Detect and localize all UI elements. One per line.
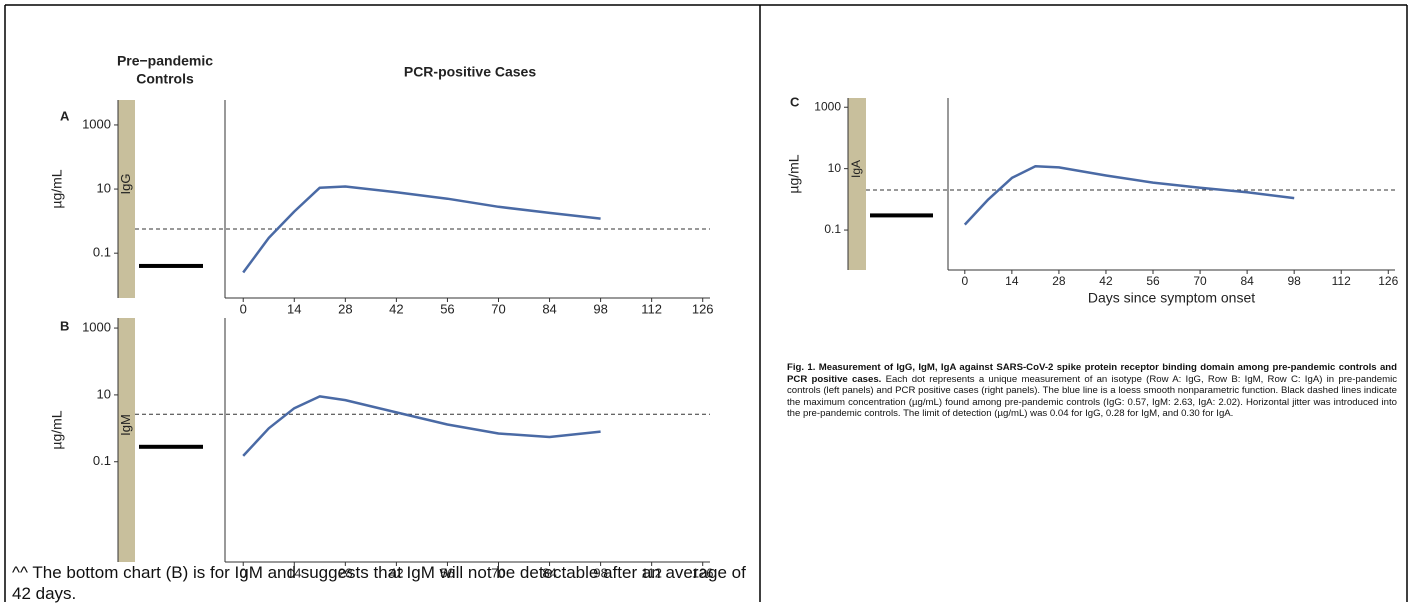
x-tick-label: 126	[1378, 274, 1398, 288]
y-tick-label: 0.1	[824, 222, 841, 236]
x-tick-label: 112	[1332, 274, 1351, 288]
x-tick-label: 98	[593, 565, 607, 580]
x-tick-label: 84	[542, 301, 556, 316]
x-tick-label: 42	[389, 565, 403, 580]
caption-text: Each dot represents a unique measurement…	[787, 373, 1398, 420]
detection-limit	[870, 213, 933, 218]
x-tick-label: 14	[287, 301, 301, 316]
x-tick-label: 0	[240, 301, 247, 316]
x-tick-label: 56	[440, 301, 454, 316]
x-tick-label: 42	[389, 301, 403, 316]
x-tick-label: 56	[440, 565, 454, 580]
x-tick-label: 14	[1005, 274, 1019, 288]
strip-label: IgA	[849, 160, 863, 178]
loess-curve	[963, 164, 1295, 226]
detection-limit	[139, 263, 203, 268]
panel-label: A	[60, 108, 70, 123]
x-tick-label: 28	[1052, 274, 1066, 288]
strip	[118, 100, 135, 298]
detection-limit	[139, 444, 203, 449]
strip-label: IgM	[118, 414, 133, 436]
y-tick-label: 1000	[814, 99, 841, 113]
x-tick-label: 0	[240, 565, 247, 580]
y-tick-label: 1000	[82, 319, 111, 334]
x-tick-label: 70	[491, 565, 505, 580]
x-tick-label: 56	[1146, 274, 1160, 288]
x-tick-label: 126	[692, 301, 714, 316]
x-tick-label: 84	[542, 565, 556, 580]
x-tick-label: 28	[338, 301, 352, 316]
y-axis-label: µg/mL	[786, 154, 802, 193]
y-tick-label: 1000	[82, 116, 111, 131]
x-axis-label: Days since symptom onset	[1088, 290, 1255, 306]
x-tick-label: 70	[491, 301, 505, 316]
x-tick-label: 14	[287, 565, 301, 580]
y-tick-label: 0.1	[93, 245, 111, 260]
x-tick-label: 0	[961, 274, 968, 288]
caption-title: Fig. 1. Measurement of IgG, IgM, IgA aga…	[787, 362, 1397, 385]
strip-label: IgG	[118, 174, 133, 195]
x-tick-label: 112	[641, 301, 662, 316]
x-tick-label: 70	[1193, 274, 1207, 288]
x-tick-label: 98	[593, 301, 607, 316]
x-tick-label: 98	[1287, 274, 1301, 288]
y-tick-label: 10	[97, 386, 111, 401]
header: Pre−pandemic	[117, 53, 213, 69]
caption: Fig. 1. Measurement of IgG, IgM, IgA aga…	[787, 362, 1397, 420]
y-tick-label: 0.1	[93, 453, 111, 468]
x-tick-label: 126	[692, 565, 714, 580]
strip	[118, 318, 135, 562]
note: ^^ The bottom chart (B) is for IgM and s…	[12, 563, 746, 603]
y-tick-label: 10	[97, 181, 111, 196]
header: Controls	[136, 71, 194, 87]
strip	[848, 98, 866, 270]
loess-curve	[242, 185, 601, 274]
x-tick-label: 42	[1099, 274, 1113, 288]
panel-label: C	[790, 94, 800, 109]
x-tick-label: 112	[641, 565, 662, 580]
y-axis-label: µg/mL	[49, 410, 65, 449]
header: PCR-positive Cases	[404, 64, 536, 80]
y-axis-label: µg/mL	[49, 169, 65, 208]
y-tick-label: 10	[828, 161, 842, 175]
panel-label: B	[60, 318, 69, 333]
x-tick-label: 28	[338, 565, 352, 580]
x-tick-label: 84	[1240, 274, 1254, 288]
loess-curve	[242, 395, 601, 457]
